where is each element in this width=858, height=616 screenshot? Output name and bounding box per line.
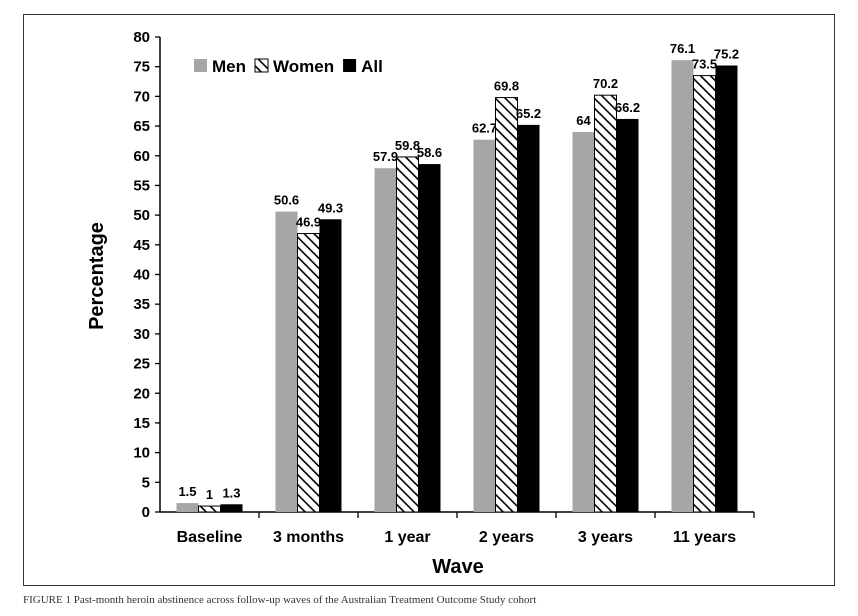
y-tick-label: 55 xyxy=(133,177,150,194)
x-tick-label: 3 years xyxy=(578,529,633,546)
legend-swatch-women xyxy=(254,58,269,73)
y-tick-label: 75 xyxy=(133,59,150,76)
legend-label-men: Men xyxy=(212,57,246,76)
y-tick-label: 5 xyxy=(142,474,150,491)
y-tick-label: 10 xyxy=(133,445,150,462)
data-label: 57.9 xyxy=(373,149,398,164)
y-tick-label: 25 xyxy=(133,356,150,373)
data-label: 46.9 xyxy=(296,215,321,230)
bar-women-baseline xyxy=(198,505,221,513)
legend-label-all: All xyxy=(361,57,383,76)
x-tick-label: Baseline xyxy=(177,529,243,546)
bar-women-2-years xyxy=(495,97,518,513)
x-axis-title: Wave xyxy=(432,556,484,578)
data-label: 69.8 xyxy=(494,79,519,94)
data-label: 49.3 xyxy=(318,200,343,215)
data-label: 73.5 xyxy=(692,57,717,72)
data-label: 70.2 xyxy=(593,76,618,91)
legend-swatch-men xyxy=(194,59,207,72)
bar-chart: Percentage Wave 0 5 10 15 20 25 30 35 40 45 50 55 60… xyxy=(86,29,755,578)
data-label: 64 xyxy=(576,113,591,128)
bar-all-2-years xyxy=(517,124,540,512)
bar-men-11-years xyxy=(671,60,694,512)
data-label: 66.2 xyxy=(615,100,640,115)
y-tick-label: 0 xyxy=(142,504,150,521)
y-tick-label: 30 xyxy=(133,326,150,343)
y-tick-label: 50 xyxy=(133,207,150,224)
bar-all-1-year xyxy=(418,164,441,512)
x-tick-label: 2 years xyxy=(479,529,534,546)
data-label: 62.7 xyxy=(472,121,497,136)
y-tick-label: 60 xyxy=(133,148,150,165)
y-tick-label: 35 xyxy=(133,296,150,313)
figure-caption: FIGURE 1 Past-month heroin abstinence ac… xyxy=(23,594,537,606)
bar-all-3-years xyxy=(616,118,639,512)
data-label: 1 xyxy=(206,487,213,502)
data-label: 1.5 xyxy=(178,484,196,499)
data-label: 76.1 xyxy=(670,41,695,56)
x-tick-label: 3 months xyxy=(273,529,344,546)
y-tick-label: 70 xyxy=(133,88,150,105)
data-label: 65.2 xyxy=(516,106,541,121)
data-label: 50.6 xyxy=(274,193,299,208)
y-tick-label: 15 xyxy=(133,415,150,432)
bar-men-1-year xyxy=(374,168,397,512)
y-tick-label: 65 xyxy=(133,118,150,135)
bar-all-3-months xyxy=(319,219,342,512)
bar-men-2-years xyxy=(473,139,496,512)
x-tick-label: 1 year xyxy=(384,529,430,546)
bar-women-11-years xyxy=(693,75,716,513)
data-label: 75.2 xyxy=(714,47,739,62)
y-tick-label: 20 xyxy=(133,385,150,402)
bar-men-baseline xyxy=(176,503,199,512)
y-tick-label: 40 xyxy=(133,267,150,284)
x-tick-label: 11 years xyxy=(673,529,736,546)
data-label: 58.6 xyxy=(417,145,442,160)
bar-men-3-years xyxy=(572,132,595,512)
data-label: 59.8 xyxy=(395,138,420,153)
bar-all-baseline xyxy=(220,504,243,512)
y-tick-label: 45 xyxy=(133,237,150,254)
data-label: 1.3 xyxy=(222,485,240,500)
bar-all-11-years xyxy=(715,65,738,512)
bar-women-1-year xyxy=(396,156,419,513)
bar-men-3-months xyxy=(275,211,298,512)
y-axis-title: Percentage xyxy=(86,222,108,330)
legend-swatch-all xyxy=(343,59,357,72)
y-tick-label: 80 xyxy=(133,29,150,46)
bar-women-3-years xyxy=(594,94,617,513)
legend-label-women: Women xyxy=(273,57,334,76)
bar-women-3-months xyxy=(297,233,320,513)
